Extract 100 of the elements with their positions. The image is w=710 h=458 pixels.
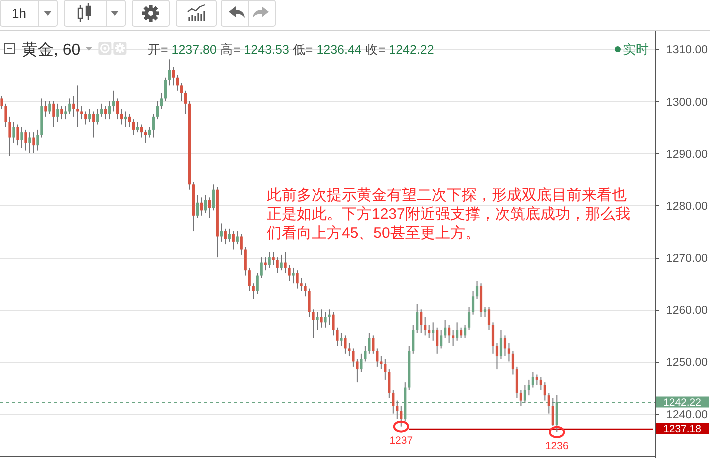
candlestick [508, 343, 511, 362]
candlestick [36, 129, 40, 152]
y-tick-label: 1240.00 [666, 409, 708, 422]
candlestick [24, 129, 28, 152]
y-tick-label: 1290.00 [666, 148, 708, 161]
candlestick [180, 82, 184, 102]
candlestick [272, 252, 275, 266]
candlestick [208, 197, 211, 219]
candlestick [124, 111, 128, 128]
candlestick [372, 335, 375, 354]
candlestick [264, 257, 267, 272]
candlestick [424, 316, 427, 336]
candlestick [92, 111, 96, 138]
candlestick [256, 272, 259, 295]
candlestick [472, 290, 475, 316]
candlestick [116, 98, 120, 120]
candlestick [232, 231, 235, 250]
candlestick [164, 77, 168, 102]
candlestick [452, 330, 455, 347]
candlestick [144, 129, 148, 144]
candlestick [76, 85, 80, 128]
candlestick [504, 335, 507, 358]
candlestick [384, 358, 387, 380]
candlestick [184, 90, 188, 115]
series-label: 1237.18 [664, 423, 702, 436]
y-tick-label: 1260.00 [666, 305, 708, 318]
candlestick [284, 252, 287, 274]
candlestick [448, 324, 451, 344]
candlestick [48, 100, 52, 115]
candlestick [400, 406, 403, 428]
candlestick [20, 126, 24, 149]
candlestick [428, 324, 431, 339]
y-tick-label: 1310.00 [666, 44, 708, 57]
candlestick [248, 267, 251, 292]
candlestick [4, 103, 8, 128]
annotation: 实时 [623, 42, 649, 57]
candlestick [380, 356, 383, 370]
candlestick [80, 106, 84, 120]
candlestick [56, 103, 60, 123]
candlestick [516, 366, 519, 399]
candlestick [388, 369, 391, 399]
candlestick [308, 288, 311, 318]
text: 黄金, 60 [22, 41, 81, 59]
candlestick [344, 335, 347, 354]
candlestick [112, 90, 116, 112]
candlestick [500, 330, 503, 360]
candlestick [44, 100, 48, 118]
candlestick [544, 382, 546, 402]
candlestick [340, 332, 343, 347]
candlestick [276, 257, 279, 274]
candlestick [440, 330, 443, 350]
price-tag: 1237.18 [656, 423, 709, 436]
candlestick [140, 124, 144, 138]
candlestick [524, 384, 526, 404]
candlestick [360, 353, 363, 373]
candlestick [460, 327, 463, 339]
candlestick [84, 111, 88, 126]
candlestick [12, 122, 16, 144]
candlestick [260, 257, 263, 279]
candlestick [336, 327, 339, 347]
price-tag: 1242.22 [656, 396, 709, 410]
candlestick [312, 309, 315, 339]
candlestick [368, 332, 371, 354]
candlestick [392, 390, 395, 414]
candlestick [88, 108, 92, 123]
y-tick-label: 1300.00 [666, 96, 708, 109]
candlestick [520, 390, 523, 406]
candlestick [128, 114, 132, 128]
y-tick-label: 1270.00 [666, 253, 708, 266]
candlestick [324, 312, 327, 328]
candlestick [108, 100, 112, 120]
candlestick [540, 376, 542, 391]
candlestick [280, 254, 283, 272]
candlestick [104, 106, 108, 120]
candlestick [8, 116, 12, 156]
candlestick [396, 400, 399, 420]
candlestick [204, 194, 207, 214]
candlestick [220, 223, 223, 242]
candlestick [332, 312, 335, 336]
candlestick [416, 304, 419, 334]
candlestick [132, 119, 136, 136]
candlestick [436, 327, 439, 354]
candlestick [172, 66, 176, 86]
candlestick [364, 346, 367, 362]
candlestick [156, 100, 160, 120]
y-tick-label: 1280.00 [666, 200, 708, 213]
candlestick [300, 278, 303, 292]
candlestick [0, 96, 4, 110]
candlestick [136, 122, 140, 134]
candlestick [72, 96, 76, 118]
candlestick [492, 322, 495, 354]
candlestick [32, 132, 36, 154]
candlestick [468, 306, 471, 331]
candlestick [528, 379, 530, 396]
candlestick [316, 312, 319, 331]
annotation: 1236 [545, 440, 569, 452]
candlestick [96, 108, 100, 126]
candlestick [488, 306, 491, 331]
candlestick [212, 184, 215, 212]
candlestick [68, 98, 72, 115]
